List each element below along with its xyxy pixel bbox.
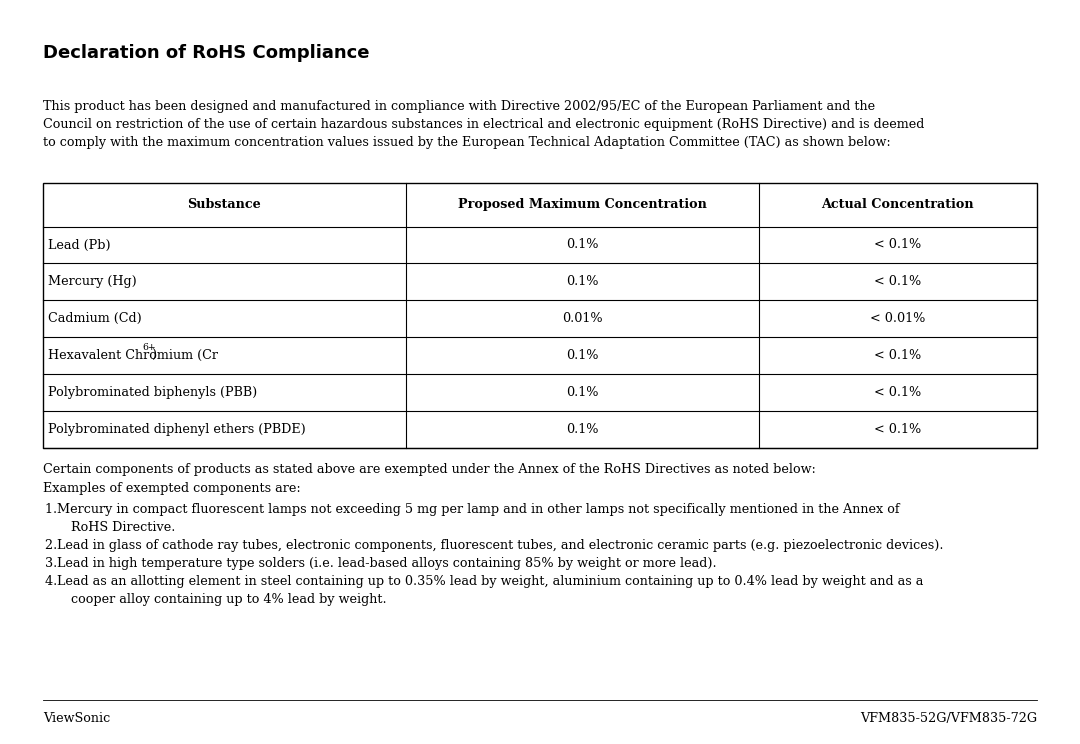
Text: Substance: Substance [188,198,261,211]
Text: Actual Concentration: Actual Concentration [822,198,974,211]
Text: Lead (Pb): Lead (Pb) [48,239,110,251]
Text: 1.: 1. [45,503,62,516]
Text: 2.: 2. [45,539,62,552]
Text: 4.: 4. [45,575,62,588]
Text: Lead as an allotting element in steel containing up to 0.35% lead by weight, alu: Lead as an allotting element in steel co… [57,575,923,588]
Text: Hexavalent Chromium (Cr: Hexavalent Chromium (Cr [48,349,218,362]
Text: 0.1%: 0.1% [566,386,598,399]
Text: 0.1%: 0.1% [566,423,598,436]
Text: Polybrominated diphenyl ethers (PBDE): Polybrominated diphenyl ethers (PBDE) [48,423,306,436]
Text: 0.1%: 0.1% [566,239,598,251]
Text: Council on restriction of the use of certain hazardous substances in electrical : Council on restriction of the use of cer… [43,118,924,131]
Text: < 0.1%: < 0.1% [874,349,921,362]
Bar [43,183,1037,448]
Text: to comply with the maximum concentration values issued by the European Technical: to comply with the maximum concentration… [43,136,891,149]
Text: Cadmium (Cd): Cadmium (Cd) [48,312,141,325]
Text: Declaration of RoHS Compliance: Declaration of RoHS Compliance [43,44,369,62]
Text: 0.1%: 0.1% [566,275,598,289]
Text: cooper alloy containing up to 4% lead by weight.: cooper alloy containing up to 4% lead by… [71,593,387,606]
Text: 0.01%: 0.01% [562,312,603,325]
Text: < 0.1%: < 0.1% [874,423,921,436]
Text: This product has been designed and manufactured in compliance with Directive 200: This product has been designed and manuf… [43,100,875,113]
Text: Mercury (Hg): Mercury (Hg) [48,275,137,289]
Text: Polybrominated biphenyls (PBB): Polybrominated biphenyls (PBB) [48,386,257,399]
Text: 6+: 6+ [143,343,157,352]
Text: 0.1%: 0.1% [566,349,598,362]
Text: RoHS Directive.: RoHS Directive. [71,521,175,534]
Text: Lead in high temperature type solders (i.e. lead-based alloys containing 85% by : Lead in high temperature type solders (i… [57,557,717,570]
Text: Proposed Maximum Concentration: Proposed Maximum Concentration [458,198,706,211]
Text: Examples of exempted components are:: Examples of exempted components are: [43,482,300,495]
Text: < 0.1%: < 0.1% [874,275,921,289]
Text: 3.: 3. [45,557,62,570]
Text: Certain components of products as stated above are exempted under the Annex of t: Certain components of products as stated… [43,463,815,476]
Text: Mercury in compact fluorescent lamps not exceeding 5 mg per lamp and in other la: Mercury in compact fluorescent lamps not… [57,503,900,516]
Text: Lead in glass of cathode ray tubes, electronic components, fluorescent tubes, an: Lead in glass of cathode ray tubes, elec… [57,539,944,552]
Text: ): ) [151,349,157,362]
Text: < 0.1%: < 0.1% [874,386,921,399]
Text: ViewSonic: ViewSonic [43,712,110,725]
Text: < 0.01%: < 0.01% [870,312,926,325]
Text: VFM835-52G/VFM835-72G: VFM835-52G/VFM835-72G [860,712,1037,725]
Text: < 0.1%: < 0.1% [874,239,921,251]
